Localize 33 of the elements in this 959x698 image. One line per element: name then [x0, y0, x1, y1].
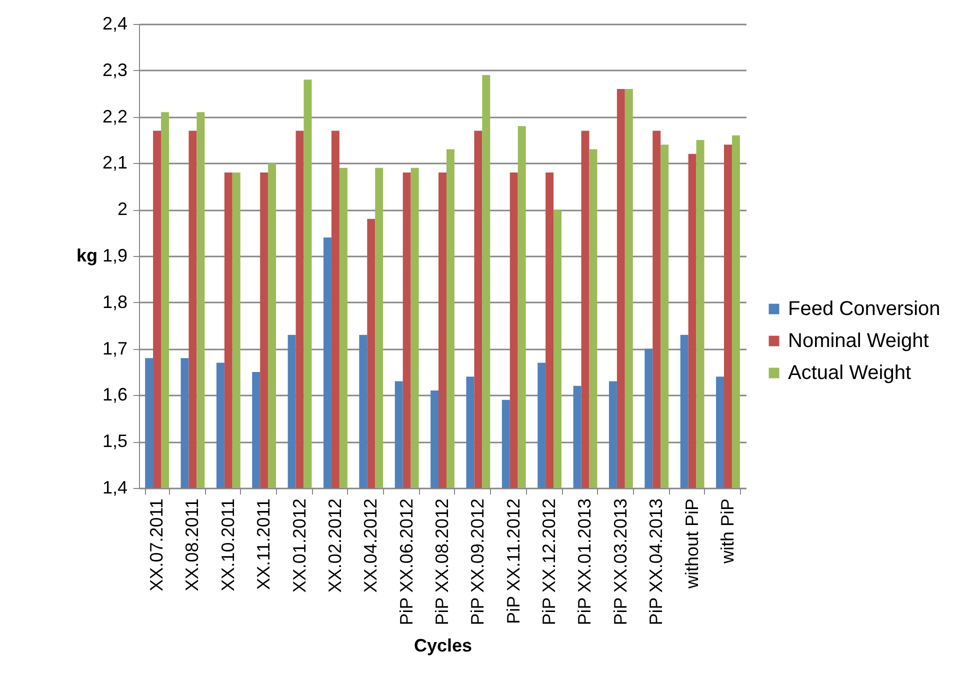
x-tick-label: PiP XX.01.2013 — [574, 498, 595, 626]
x-tick-label: XX.08.2011 — [182, 498, 202, 592]
x-tick-label: PiP XX.08.2012 — [432, 498, 452, 626]
y-tick-label: 1,7 — [102, 338, 128, 358]
x-tick-label: without PiP — [682, 498, 702, 590]
legend-label: Actual Weight — [788, 362, 912, 384]
y-tick-label: 1,8 — [102, 292, 128, 312]
x-tick-label: PiP XX.11.2012 — [503, 498, 524, 624]
x-tick-label: PiP XX.09.2012 — [468, 498, 488, 626]
y-tick-label: 2 — [117, 199, 128, 220]
y-tick-label: 1,9 — [102, 246, 128, 266]
x-tick-label: XX.02.2012 — [324, 498, 345, 593]
x-tick-label: XX.10.2011 — [218, 498, 238, 592]
x-tick-label: PiP XX.12.2012 — [539, 498, 560, 626]
y-axis-title: kg — [76, 246, 98, 266]
y-tick-label: 2,4 — [102, 14, 128, 34]
x-tick-label: PiP XX.04.2013 — [646, 498, 666, 626]
y-tick-label: 1,6 — [102, 384, 128, 405]
y-tick-label: 1,4 — [102, 478, 128, 498]
x-tick-label: PiP XX.06.2012 — [396, 498, 416, 626]
x-tick-label: XX.04.2012 — [360, 498, 381, 593]
x-tick-label: XX.01.2012 — [289, 498, 310, 593]
y-tick-label: 2,3 — [102, 60, 128, 80]
x-tick-label: XX.11.2011 — [254, 498, 274, 590]
y-tick-label: 2,2 — [102, 106, 128, 126]
legend-label: Feed Conversion — [788, 298, 940, 320]
x-tick-label: with PiP — [717, 498, 738, 565]
x-axis-title: Cycles — [414, 636, 472, 656]
legend-label: Nominal Weight — [788, 330, 930, 352]
x-tick-label: XX.07.2011 — [146, 498, 167, 592]
y-tick-label: 2,1 — [102, 152, 128, 173]
y-tick-label: 1,5 — [102, 431, 128, 452]
x-tick-label: PiP XX.03.2013 — [610, 498, 630, 626]
